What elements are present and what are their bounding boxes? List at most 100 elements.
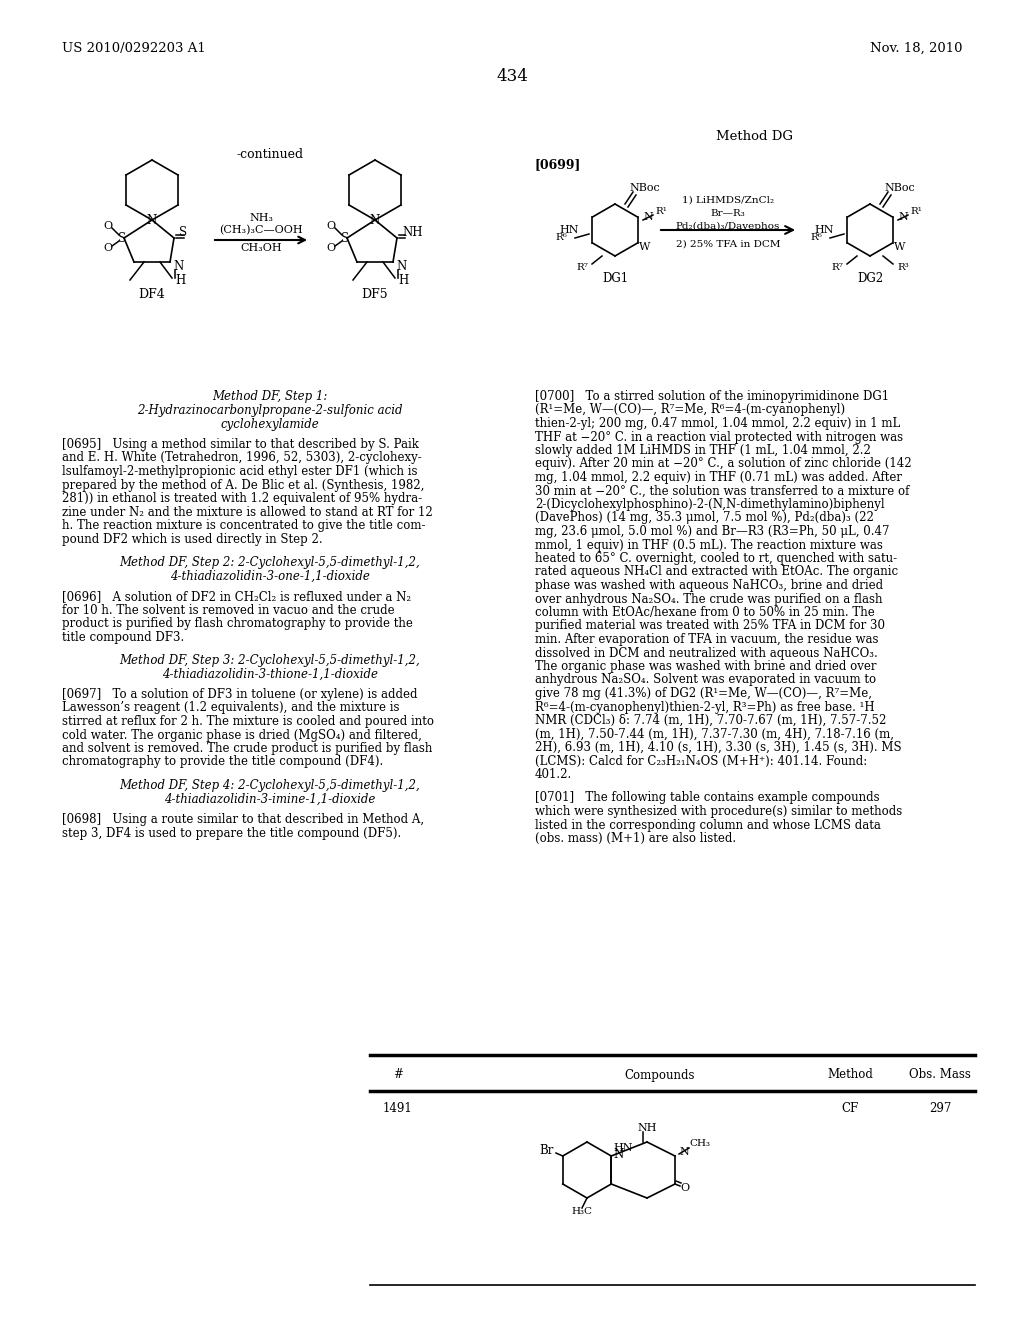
Text: N: N bbox=[898, 213, 907, 222]
Text: which were synthesized with procedure(s) similar to methods: which were synthesized with procedure(s)… bbox=[535, 805, 902, 818]
Text: N: N bbox=[173, 260, 183, 273]
Text: H: H bbox=[398, 273, 409, 286]
Text: S: S bbox=[179, 227, 187, 239]
Text: R⁷: R⁷ bbox=[831, 264, 843, 272]
Text: N: N bbox=[679, 1147, 689, 1158]
Text: THF at −20° C. in a reaction vial protected with nitrogen was: THF at −20° C. in a reaction vial protec… bbox=[535, 430, 903, 444]
Text: purified material was treated with 25% TFA in DCM for 30: purified material was treated with 25% T… bbox=[535, 619, 885, 632]
Text: prepared by the method of A. De Blic et al. (Synthesis, 1982,: prepared by the method of A. De Blic et … bbox=[62, 479, 424, 491]
Text: over anhydrous Na₂SO₄. The crude was purified on a flash: over anhydrous Na₂SO₄. The crude was pur… bbox=[535, 593, 883, 606]
Text: [0697]   To a solution of DF3 in toluene (or xylene) is added: [0697] To a solution of DF3 in toluene (… bbox=[62, 688, 418, 701]
Text: R¹: R¹ bbox=[655, 207, 667, 216]
Text: [0698]   Using a route similar to that described in Method A,: [0698] Using a route similar to that des… bbox=[62, 813, 424, 826]
Text: R⁶: R⁶ bbox=[555, 234, 567, 243]
Text: DG2: DG2 bbox=[857, 272, 883, 285]
Text: W: W bbox=[894, 242, 905, 252]
Text: and solvent is removed. The crude product is purified by flash: and solvent is removed. The crude produc… bbox=[62, 742, 432, 755]
Text: Method DG: Method DG bbox=[717, 129, 794, 143]
Text: stirred at reflux for 2 h. The mixture is cooled and poured into: stirred at reflux for 2 h. The mixture i… bbox=[62, 715, 434, 729]
Text: thien-2-yl; 200 mg, 0.47 mmol, 1.04 mmol, 2.2 equiv) in 1 mL: thien-2-yl; 200 mg, 0.47 mmol, 1.04 mmol… bbox=[535, 417, 900, 430]
Text: min. After evaporation of TFA in vacuum, the residue was: min. After evaporation of TFA in vacuum,… bbox=[535, 634, 879, 645]
Text: mmol, 1 equiv) in THF (0.5 mL). The reaction mixture was: mmol, 1 equiv) in THF (0.5 mL). The reac… bbox=[535, 539, 883, 552]
Text: US 2010/0292203 A1: US 2010/0292203 A1 bbox=[62, 42, 206, 55]
Text: chromatography to provide the title compound (DF4).: chromatography to provide the title comp… bbox=[62, 755, 383, 768]
Text: for 10 h. The solvent is removed in vacuo and the crude: for 10 h. The solvent is removed in vacu… bbox=[62, 603, 394, 616]
Text: O: O bbox=[103, 243, 113, 253]
Text: product is purified by flash chromatography to provide the: product is purified by flash chromatogra… bbox=[62, 616, 413, 630]
Text: Method DF, Step 2: 2-Cyclohexyl-5,5-dimethyl-1,2,: Method DF, Step 2: 2-Cyclohexyl-5,5-dime… bbox=[120, 556, 421, 569]
Text: 1491: 1491 bbox=[383, 1102, 413, 1115]
Text: 297: 297 bbox=[929, 1102, 951, 1115]
Text: [0700]   To a stirred solution of the iminopyrimidinone DG1: [0700] To a stirred solution of the imin… bbox=[535, 389, 889, 403]
Text: HN: HN bbox=[613, 1143, 633, 1152]
Text: -continued: -continued bbox=[237, 148, 303, 161]
Text: 2H), 6.93 (m, 1H), 4.10 (s, 1H), 3.30 (s, 3H), 1.45 (s, 3H). MS: 2H), 6.93 (m, 1H), 4.10 (s, 1H), 3.30 (s… bbox=[535, 741, 901, 754]
Text: H: H bbox=[175, 273, 185, 286]
Text: HN: HN bbox=[559, 224, 579, 235]
Text: R⁶: R⁶ bbox=[810, 234, 822, 243]
Text: step 3, DF4 is used to prepare the title compound (DF5).: step 3, DF4 is used to prepare the title… bbox=[62, 826, 401, 840]
Text: NH: NH bbox=[637, 1123, 656, 1133]
Text: R³: R³ bbox=[897, 264, 909, 272]
Text: [0701]   The following table contains example compounds: [0701] The following table contains exam… bbox=[535, 792, 880, 804]
Text: HN: HN bbox=[814, 224, 834, 235]
Text: NH₃: NH₃ bbox=[249, 213, 273, 223]
Text: S: S bbox=[341, 231, 349, 244]
Text: 1) LiHMDS/ZnCl₂: 1) LiHMDS/ZnCl₂ bbox=[682, 195, 774, 205]
Text: listed in the corresponding column and whose LCMS data: listed in the corresponding column and w… bbox=[535, 818, 881, 832]
Text: (CH₃)₃C—OOH: (CH₃)₃C—OOH bbox=[219, 224, 303, 235]
Text: DF5: DF5 bbox=[361, 288, 388, 301]
Text: N: N bbox=[613, 1147, 624, 1160]
Text: (m, 1H), 7.50-7.44 (m, 1H), 7.37-7.30 (m, 4H), 7.18-7.16 (m,: (m, 1H), 7.50-7.44 (m, 1H), 7.37-7.30 (m… bbox=[535, 727, 894, 741]
Text: lsulfamoyl-2-methylpropionic acid ethyl ester DF1 (which is: lsulfamoyl-2-methylpropionic acid ethyl … bbox=[62, 465, 418, 478]
Text: N: N bbox=[370, 214, 380, 227]
Text: CF: CF bbox=[842, 1102, 859, 1115]
Text: (R¹=Me, W—(CO)—, R⁷=Me, R⁶=4-(m-cyanophenyl): (R¹=Me, W—(CO)—, R⁷=Me, R⁶=4-(m-cyanophe… bbox=[535, 404, 845, 417]
Text: Method DF, Step 1:: Method DF, Step 1: bbox=[212, 389, 328, 403]
Text: cyclohexylamide: cyclohexylamide bbox=[220, 418, 319, 432]
Text: 2-Hydrazinocarbonylpropane-2-sulfonic acid: 2-Hydrazinocarbonylpropane-2-sulfonic ac… bbox=[137, 404, 402, 417]
Text: DF4: DF4 bbox=[138, 288, 165, 301]
Text: 30 min at −20° C., the solution was transferred to a mixture of: 30 min at −20° C., the solution was tran… bbox=[535, 484, 909, 498]
Text: Br—R₃: Br—R₃ bbox=[711, 209, 745, 218]
Text: (DavePhos) (14 mg, 35.3 μmol, 7.5 mol %), Pd₂(dba)₃ (22: (DavePhos) (14 mg, 35.3 μmol, 7.5 mol %)… bbox=[535, 511, 873, 524]
Text: cold water. The organic phase is dried (MgSO₄) and filtered,: cold water. The organic phase is dried (… bbox=[62, 729, 422, 742]
Text: 401.2.: 401.2. bbox=[535, 768, 572, 781]
Text: rated aqueous NH₄Cl and extracted with EtOAc. The organic: rated aqueous NH₄Cl and extracted with E… bbox=[535, 565, 898, 578]
Text: heated to 65° C. overnight, cooled to rt, quenched with satu-: heated to 65° C. overnight, cooled to rt… bbox=[535, 552, 897, 565]
Text: 4-thiadiazolidin-3-thione-1,1-dioxide: 4-thiadiazolidin-3-thione-1,1-dioxide bbox=[162, 668, 378, 681]
Text: Compounds: Compounds bbox=[625, 1068, 695, 1081]
Text: [0695]   Using a method similar to that described by S. Paik: [0695] Using a method similar to that de… bbox=[62, 438, 419, 451]
Text: O: O bbox=[680, 1183, 689, 1193]
Text: mg, 1.04 mmol, 2.2 equiv) in THF (0.71 mL) was added. After: mg, 1.04 mmol, 2.2 equiv) in THF (0.71 m… bbox=[535, 471, 902, 484]
Text: O: O bbox=[327, 220, 336, 231]
Text: NBoc: NBoc bbox=[629, 183, 659, 193]
Text: anhydrous Na₂SO₄. Solvent was evaporated in vacuum to: anhydrous Na₂SO₄. Solvent was evaporated… bbox=[535, 673, 877, 686]
Text: column with EtOAc/hexane from 0 to 50% in 25 min. The: column with EtOAc/hexane from 0 to 50% i… bbox=[535, 606, 874, 619]
Text: zine under N₂ and the mixture is allowed to stand at RT for 12: zine under N₂ and the mixture is allowed… bbox=[62, 506, 433, 519]
Text: N: N bbox=[146, 214, 157, 227]
Text: and E. H. White (Tetrahedron, 1996, 52, 5303), 2-cyclohexy-: and E. H. White (Tetrahedron, 1996, 52, … bbox=[62, 451, 422, 465]
Text: 434: 434 bbox=[496, 69, 528, 84]
Text: Obs. Mass: Obs. Mass bbox=[909, 1068, 971, 1081]
Text: mg, 23.6 μmol, 5.0 mol %) and Br—R3 (R3=Ph, 50 μL, 0.47: mg, 23.6 μmol, 5.0 mol %) and Br—R3 (R3=… bbox=[535, 525, 890, 539]
Text: Br: Br bbox=[540, 1144, 554, 1158]
Text: The organic phase was washed with brine and dried over: The organic phase was washed with brine … bbox=[535, 660, 877, 673]
Text: #: # bbox=[393, 1068, 402, 1081]
Text: Pd₂(dba)₃/Davephos: Pd₂(dba)₃/Davephos bbox=[676, 222, 780, 231]
Text: CH₃: CH₃ bbox=[689, 1139, 710, 1148]
Text: [0696]   A solution of DF2 in CH₂Cl₂ is refluxed under a N₂: [0696] A solution of DF2 in CH₂Cl₂ is re… bbox=[62, 590, 411, 603]
Text: H₃C: H₃C bbox=[571, 1208, 593, 1217]
Text: O: O bbox=[103, 220, 113, 231]
Text: equiv). After 20 min at −20° C., a solution of zinc chloride (142: equiv). After 20 min at −20° C., a solut… bbox=[535, 458, 911, 470]
Text: 281)) in ethanol is treated with 1.2 equivalent of 95% hydra-: 281)) in ethanol is treated with 1.2 equ… bbox=[62, 492, 422, 506]
Text: 2-(Dicyclohexylphosphino)-2-(N,N-dimethylamino)biphenyl: 2-(Dicyclohexylphosphino)-2-(N,N-dimethy… bbox=[535, 498, 885, 511]
Text: 4-thiadiazolidin-3-imine-1,1-dioxide: 4-thiadiazolidin-3-imine-1,1-dioxide bbox=[164, 793, 376, 807]
Text: O: O bbox=[327, 243, 336, 253]
Text: DG1: DG1 bbox=[602, 272, 628, 285]
Text: 2) 25% TFA in DCM: 2) 25% TFA in DCM bbox=[676, 239, 780, 248]
Text: 4-thiadiazolidin-3-one-1,1-dioxide: 4-thiadiazolidin-3-one-1,1-dioxide bbox=[170, 570, 370, 583]
Text: Nov. 18, 2010: Nov. 18, 2010 bbox=[869, 42, 962, 55]
Text: NBoc: NBoc bbox=[884, 183, 914, 193]
Text: phase was washed with aqueous NaHCO₃, brine and dried: phase was washed with aqueous NaHCO₃, br… bbox=[535, 579, 883, 591]
